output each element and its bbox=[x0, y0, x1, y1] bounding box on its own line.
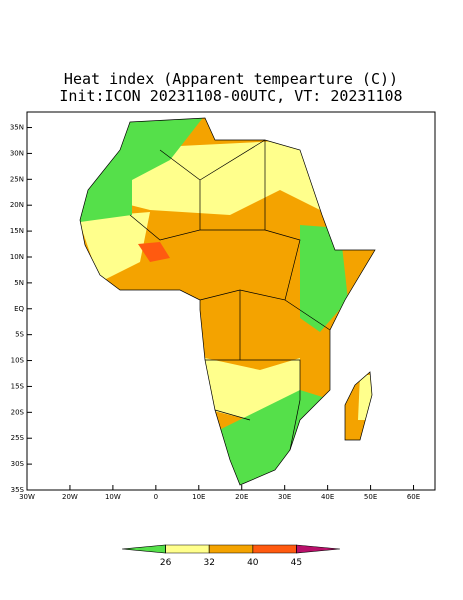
coastline bbox=[79, 117, 376, 486]
lat-tick-label: 10S bbox=[11, 357, 25, 365]
lon-tick-label: 20W bbox=[62, 493, 78, 501]
lat-tick-label: 25S bbox=[11, 434, 25, 442]
colorbar-label: 40 bbox=[247, 558, 259, 568]
land bbox=[79, 117, 376, 486]
lon-tick-label: 30W bbox=[19, 493, 35, 501]
border bbox=[129, 139, 331, 451]
lat-tick-label: 30S bbox=[11, 460, 25, 468]
lat-tick-label: 20N bbox=[10, 201, 24, 209]
map-frame bbox=[26, 111, 436, 491]
lat-tick-label: 35N bbox=[10, 124, 24, 132]
lat-tick-label: 20S bbox=[11, 408, 25, 416]
yellow-zone bbox=[80, 212, 150, 282]
lon-tick-label: 60E bbox=[407, 493, 420, 501]
colorbar-segment bbox=[296, 544, 341, 554]
coastline bbox=[344, 371, 373, 441]
lon-tick-label: 30E bbox=[278, 493, 291, 501]
lat-tick-label: 5S bbox=[15, 331, 24, 339]
colorbar-segment bbox=[208, 544, 254, 554]
lon-tick-label: 20E bbox=[235, 493, 248, 501]
title: Heat index (Apparent tempearture (C)) bbox=[64, 70, 398, 88]
lon-tick-label: 0 bbox=[154, 493, 158, 501]
subtitle: Init:ICON 20231108-00UTC, VT: 20231108 bbox=[59, 87, 402, 105]
colorbar-label: 45 bbox=[291, 558, 302, 568]
lat-tick-label: 35S bbox=[11, 486, 25, 494]
lat-tick-label: 5N bbox=[14, 279, 24, 287]
lat-tick-label: 15N bbox=[10, 227, 24, 235]
green-zone bbox=[80, 118, 205, 222]
colorbar-segment bbox=[252, 544, 297, 554]
lat-tick-label: 30N bbox=[10, 149, 24, 157]
colorbar-label: 26 bbox=[160, 558, 172, 568]
lat-tick-label: 15S bbox=[11, 382, 25, 390]
red-zone bbox=[138, 242, 170, 262]
lon-tick-label: 10W bbox=[105, 493, 121, 501]
lat-tick-label: 10N bbox=[10, 253, 24, 261]
yellow-zone bbox=[358, 375, 372, 420]
lon-tick-label: 50E bbox=[364, 493, 377, 501]
colorbar: 26 32 40 45 bbox=[121, 544, 341, 568]
lon-tick-label: 40E bbox=[321, 493, 334, 501]
green-zone bbox=[300, 225, 348, 332]
green-zone bbox=[215, 390, 332, 485]
lon-tick-label: 10E bbox=[192, 493, 205, 501]
lat-tick-label: EQ bbox=[14, 305, 24, 313]
colorbar-segment bbox=[121, 544, 166, 554]
lat-tick-label: 25N bbox=[10, 175, 24, 183]
colorbar-segment bbox=[165, 544, 210, 554]
colorbar-label: 32 bbox=[203, 558, 214, 568]
